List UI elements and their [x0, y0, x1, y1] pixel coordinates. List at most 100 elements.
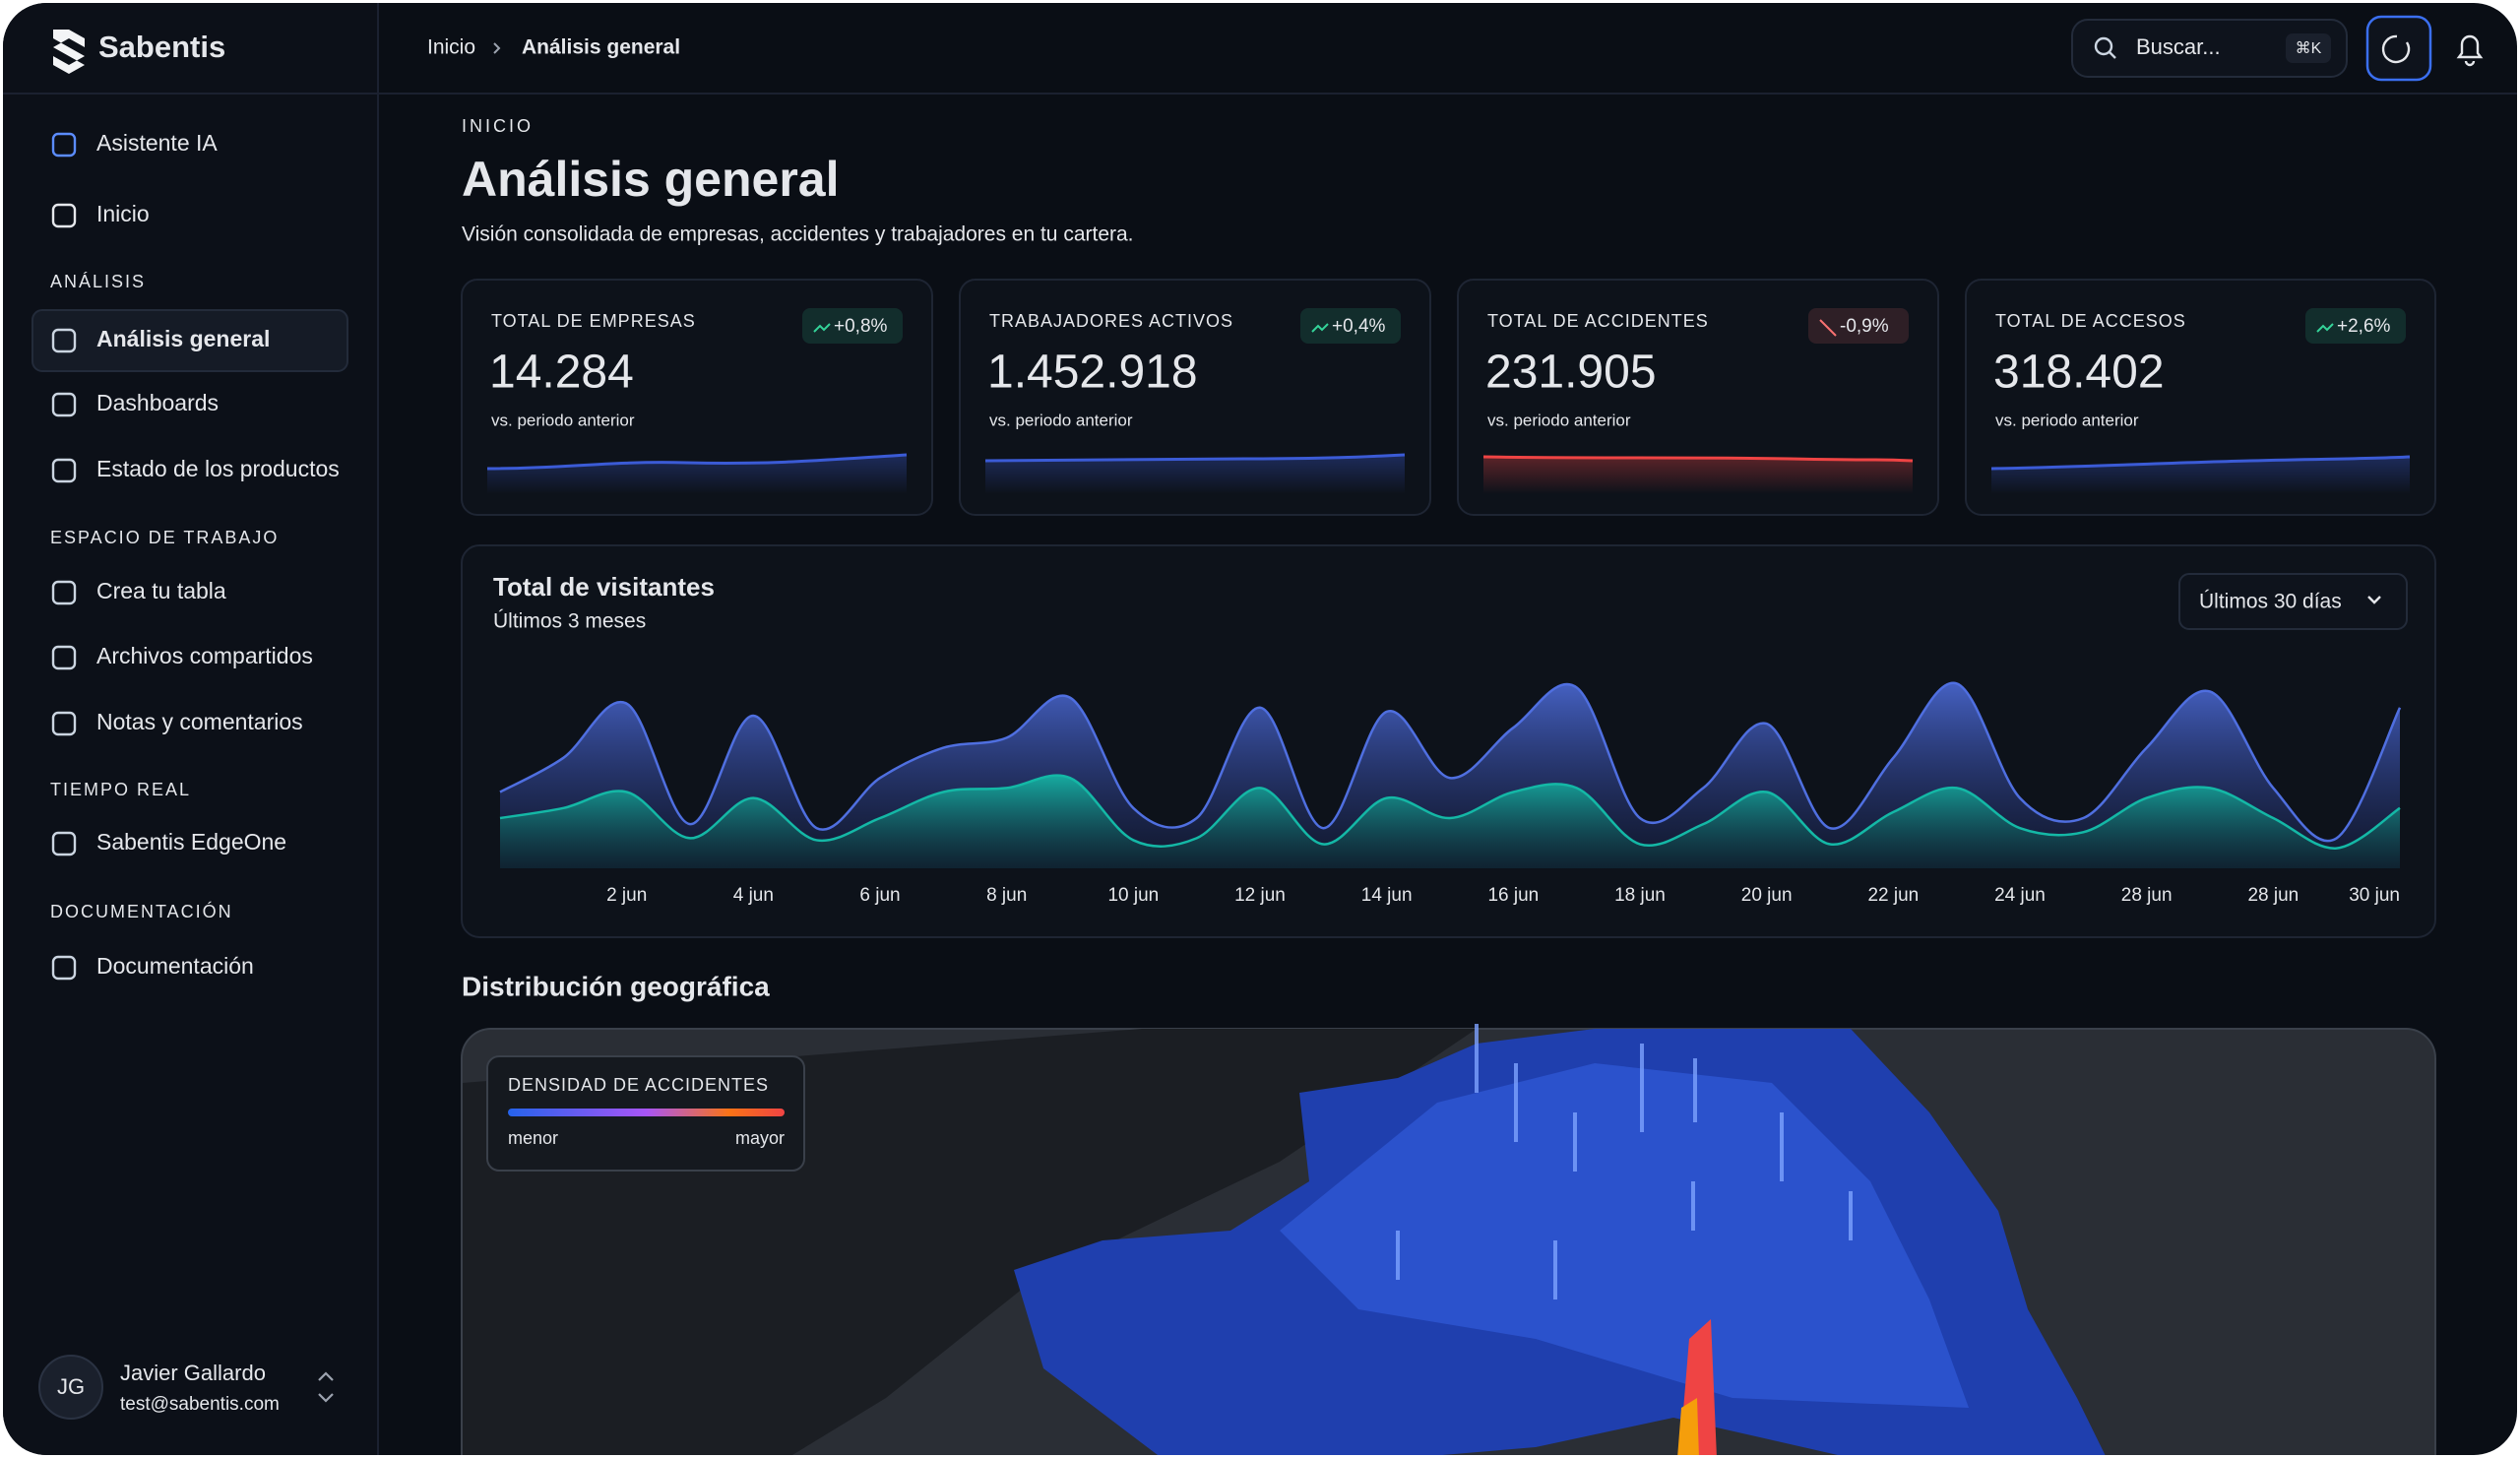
range-select[interactable]: Últimos 30 días	[2178, 573, 2408, 630]
sparkline	[1991, 457, 2410, 494]
legend-min: menor	[508, 1128, 558, 1148]
nav-section-title: TIEMPO REAL	[50, 780, 191, 799]
delta-arrow	[1311, 323, 1329, 333]
x-tick-label: 30 jun	[2349, 885, 2400, 906]
sparkline-area	[1483, 457, 1913, 494]
search[interactable]: Buscar... ⌘K	[2071, 19, 2348, 78]
x-tick-label: 14 jun	[1361, 885, 1413, 906]
map-spikes	[1396, 1024, 1853, 1300]
area-line	[499, 681, 2402, 843]
nav-icon	[51, 132, 77, 158]
visitors-chart: 2 jun 4 jun 6 jun 8 jun 10 jun 12 jun 14 jun 16…	[499, 681, 2402, 906]
nav-item[interactable]: Crea tu tabla	[96, 578, 226, 603]
delta: +2,6%	[2337, 316, 2391, 337]
nav-icon	[51, 645, 77, 670]
nav-icon	[51, 711, 77, 736]
sparkline-area	[985, 455, 1405, 494]
eyebrow: INICIO	[462, 116, 534, 136]
shortcut-chip	[2286, 33, 2331, 63]
x-tick-label: 4 jun	[733, 885, 774, 906]
map-density	[1280, 1063, 1969, 1408]
nav-icon	[51, 955, 77, 981]
delta: -0,9%	[1840, 316, 1889, 337]
legend-title: DENSIDAD DE ACCIDENTES	[508, 1075, 769, 1095]
x-tick-label: 2 jun	[606, 885, 647, 906]
nav-item[interactable]: Inicio	[96, 201, 150, 226]
chevron	[2367, 596, 2381, 604]
sparkline-line	[487, 455, 907, 469]
area-line	[499, 774, 2401, 850]
delta-arrow	[1819, 319, 1837, 337]
nav-item[interactable]: Documentación	[96, 953, 254, 979]
breadcrumb-separator	[493, 42, 501, 54]
kpi-note: vs. periodo anterior	[1995, 411, 2139, 429]
nav-item[interactable]: Dashboards	[96, 390, 219, 415]
nav-active	[32, 309, 348, 372]
x-tick-label: 16 jun	[1487, 885, 1539, 906]
sparkline	[985, 455, 1405, 494]
sparkline-line	[1483, 457, 1913, 461]
kpi-note: vs. periodo anterior	[491, 411, 635, 429]
kpi-value: 318.402	[1993, 347, 2165, 399]
avatar	[38, 1355, 103, 1420]
theme-icon	[2381, 34, 2411, 64]
nav-item[interactable]: Notas y comentarios	[96, 709, 303, 734]
nav-icon	[51, 328, 77, 353]
avatar-initials: JG	[57, 1374, 85, 1399]
nav-item[interactable]: Estado de los productos	[96, 456, 340, 481]
kpi-card	[1457, 279, 1939, 516]
nav-section-title: DOCUMENTACIÓN	[50, 901, 233, 921]
sparkline	[487, 455, 907, 494]
nav-item[interactable]: Sabentis EdgeOne	[96, 829, 286, 855]
kpi-card	[461, 279, 933, 516]
logo-icon	[53, 30, 85, 74]
user-menu[interactable]	[318, 1371, 334, 1403]
search-placeholder: Buscar...	[2136, 34, 2221, 59]
kpi-card	[959, 279, 1431, 516]
nav-icon	[51, 458, 77, 483]
user-name[interactable]: Javier Gallardo	[120, 1361, 266, 1385]
theme-button[interactable]	[2365, 15, 2432, 82]
x-tick-label: 28 jun	[2121, 885, 2173, 906]
x-tick-label: 18 jun	[1614, 885, 1666, 906]
x-tick-label: 10 jun	[1107, 885, 1159, 906]
breadcrumb-current: Análisis general	[522, 36, 680, 59]
kpi-value: 1.452.918	[987, 347, 1198, 399]
map[interactable]: DENSIDAD DE ACCIDENTES menor mayor	[461, 1024, 2436, 1458]
area	[500, 775, 2400, 868]
kpi-label: TRABAJADORES ACTIVOS	[989, 311, 1233, 331]
x-tick-label: 24 jun	[1994, 885, 2046, 906]
nav-item[interactable]: Asistente IA	[96, 130, 218, 156]
notifications-button[interactable]	[2456, 34, 2484, 67]
user-email: test@sabentis.com	[120, 1394, 280, 1415]
kpi-value: 231.905	[1485, 347, 1657, 399]
logo[interactable]: Sabentis	[53, 30, 225, 74]
nav-icon	[51, 392, 77, 417]
delta-arrow	[813, 323, 831, 333]
delta-badge	[802, 308, 903, 344]
delta: +0,4%	[1332, 316, 1386, 337]
map-title: Distribución geográfica	[462, 971, 770, 1001]
delta: +0,8%	[834, 316, 888, 337]
page-subtitle: Visión consolidada de empresas, accident…	[462, 223, 1134, 246]
breadcrumb-link[interactable]: Inicio	[427, 36, 475, 59]
x-tick-label: 8 jun	[986, 885, 1027, 906]
search-box[interactable]	[2071, 19, 2348, 78]
visitors-title: Total de visitantes	[493, 572, 715, 602]
delta-badge	[1808, 308, 1909, 344]
x-tick-label: 22 jun	[1867, 885, 1919, 906]
delta-badge	[1300, 308, 1401, 344]
nav-item[interactable]: Archivos compartidos	[96, 643, 313, 668]
range-select-box[interactable]	[2178, 573, 2408, 630]
page-title: Análisis general	[462, 152, 840, 207]
sidebar	[3, 3, 378, 1455]
nav-item[interactable]: Análisis general	[96, 326, 270, 351]
legend-max: mayor	[735, 1128, 785, 1148]
search-icon	[2094, 36, 2113, 56]
nav-icon	[51, 831, 77, 856]
nav-icon	[51, 580, 77, 605]
kpi-card	[1965, 279, 2436, 516]
kpi-note: vs. periodo anterior	[989, 411, 1133, 429]
nav-section-title: ANÁLISIS	[50, 272, 146, 291]
